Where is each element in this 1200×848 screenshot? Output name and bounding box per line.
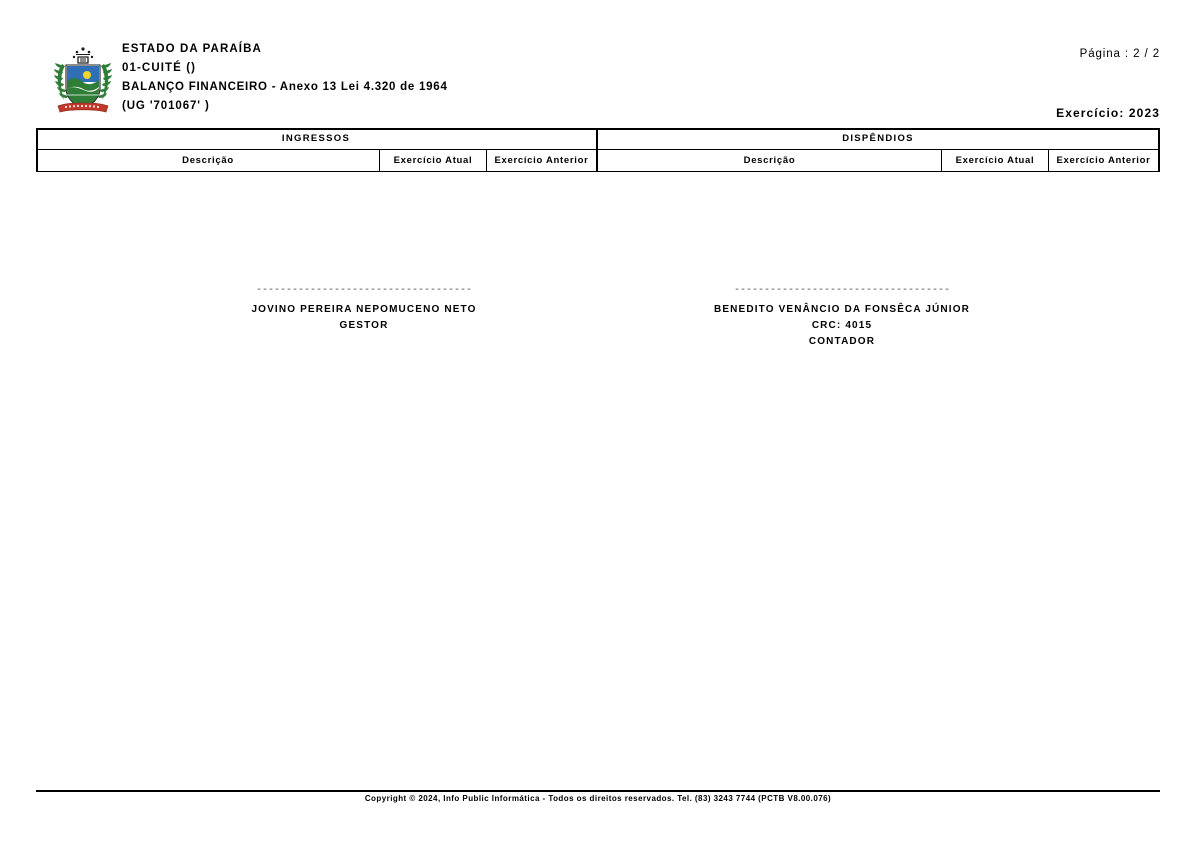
table-sep-ing-ant	[486, 150, 487, 172]
table-top-border	[36, 128, 1160, 130]
signature-name: BENEDITO VENÂNCIO DA FONSÊCA JÚNIOR	[713, 304, 970, 315]
footer-copyright: Copyright © 2024, Info Public Informátic…	[364, 794, 832, 803]
table-sep-center	[596, 128, 598, 172]
page-number: Página : 2 / 2	[1079, 48, 1160, 60]
col-ingressos-exercicio-atual: Exercício Atual	[393, 155, 473, 166]
paraiba-coat-of-arms-icon	[54, 44, 112, 114]
col-dispendios-exercicio-anterior: Exercício Anterior	[1056, 155, 1151, 166]
col-ingressos-descricao: Descrição	[182, 155, 234, 166]
col-dispendios-exercicio-atual: Exercício Atual	[955, 155, 1035, 166]
table-group-ingressos: INGRESSOS	[281, 133, 351, 144]
table-bottom-border	[36, 171, 1160, 172]
table-group-divider	[36, 149, 1160, 150]
signature-block-contador: ------------------------------------ BEN…	[700, 286, 984, 350]
title-report: BALANÇO FINANCEIRO - Anexo 13 Lei 4.320 …	[122, 81, 448, 93]
title-unit: (UG '701067' )	[122, 100, 210, 112]
signature-line: ------------------------------------	[255, 286, 473, 296]
signature-name: JOVINO PEREIRA NEPOMUCENO NETO	[251, 304, 477, 315]
table-sep-ing-atual	[379, 150, 380, 172]
col-ingressos-exercicio-anterior: Exercício Anterior	[494, 155, 589, 166]
title-entity: 01-CUITÉ ()	[122, 62, 197, 74]
footer-divider	[36, 790, 1160, 792]
table-body-empty	[36, 172, 1160, 272]
table-border-left	[36, 128, 38, 172]
signature-crc: CRC: 4015	[811, 320, 873, 331]
signature-line: ------------------------------------	[733, 286, 951, 296]
document-title-block: ESTADO DA PARAÍBA 01-CUITÉ () BALANÇO FI…	[122, 40, 448, 116]
signature-block-gestor: ------------------------------------ JOV…	[222, 286, 506, 334]
title-state: ESTADO DA PARAÍBA	[122, 43, 262, 55]
col-dispendios-descricao: Descrição	[743, 155, 796, 166]
table-group-dispendios: DISPÊNDIOS	[842, 133, 914, 144]
table-sep-disp-atual	[941, 150, 942, 172]
signature-role: GESTOR	[339, 320, 389, 331]
table-sep-disp-ant	[1048, 150, 1049, 172]
document-header: ESTADO DA PARAÍBA 01-CUITÉ () BALANÇO FI…	[36, 40, 1160, 126]
fiscal-year-label: Exercício: 2023	[1056, 106, 1160, 120]
signature-role: CONTADOR	[808, 336, 876, 347]
table-border-right	[1158, 128, 1160, 172]
